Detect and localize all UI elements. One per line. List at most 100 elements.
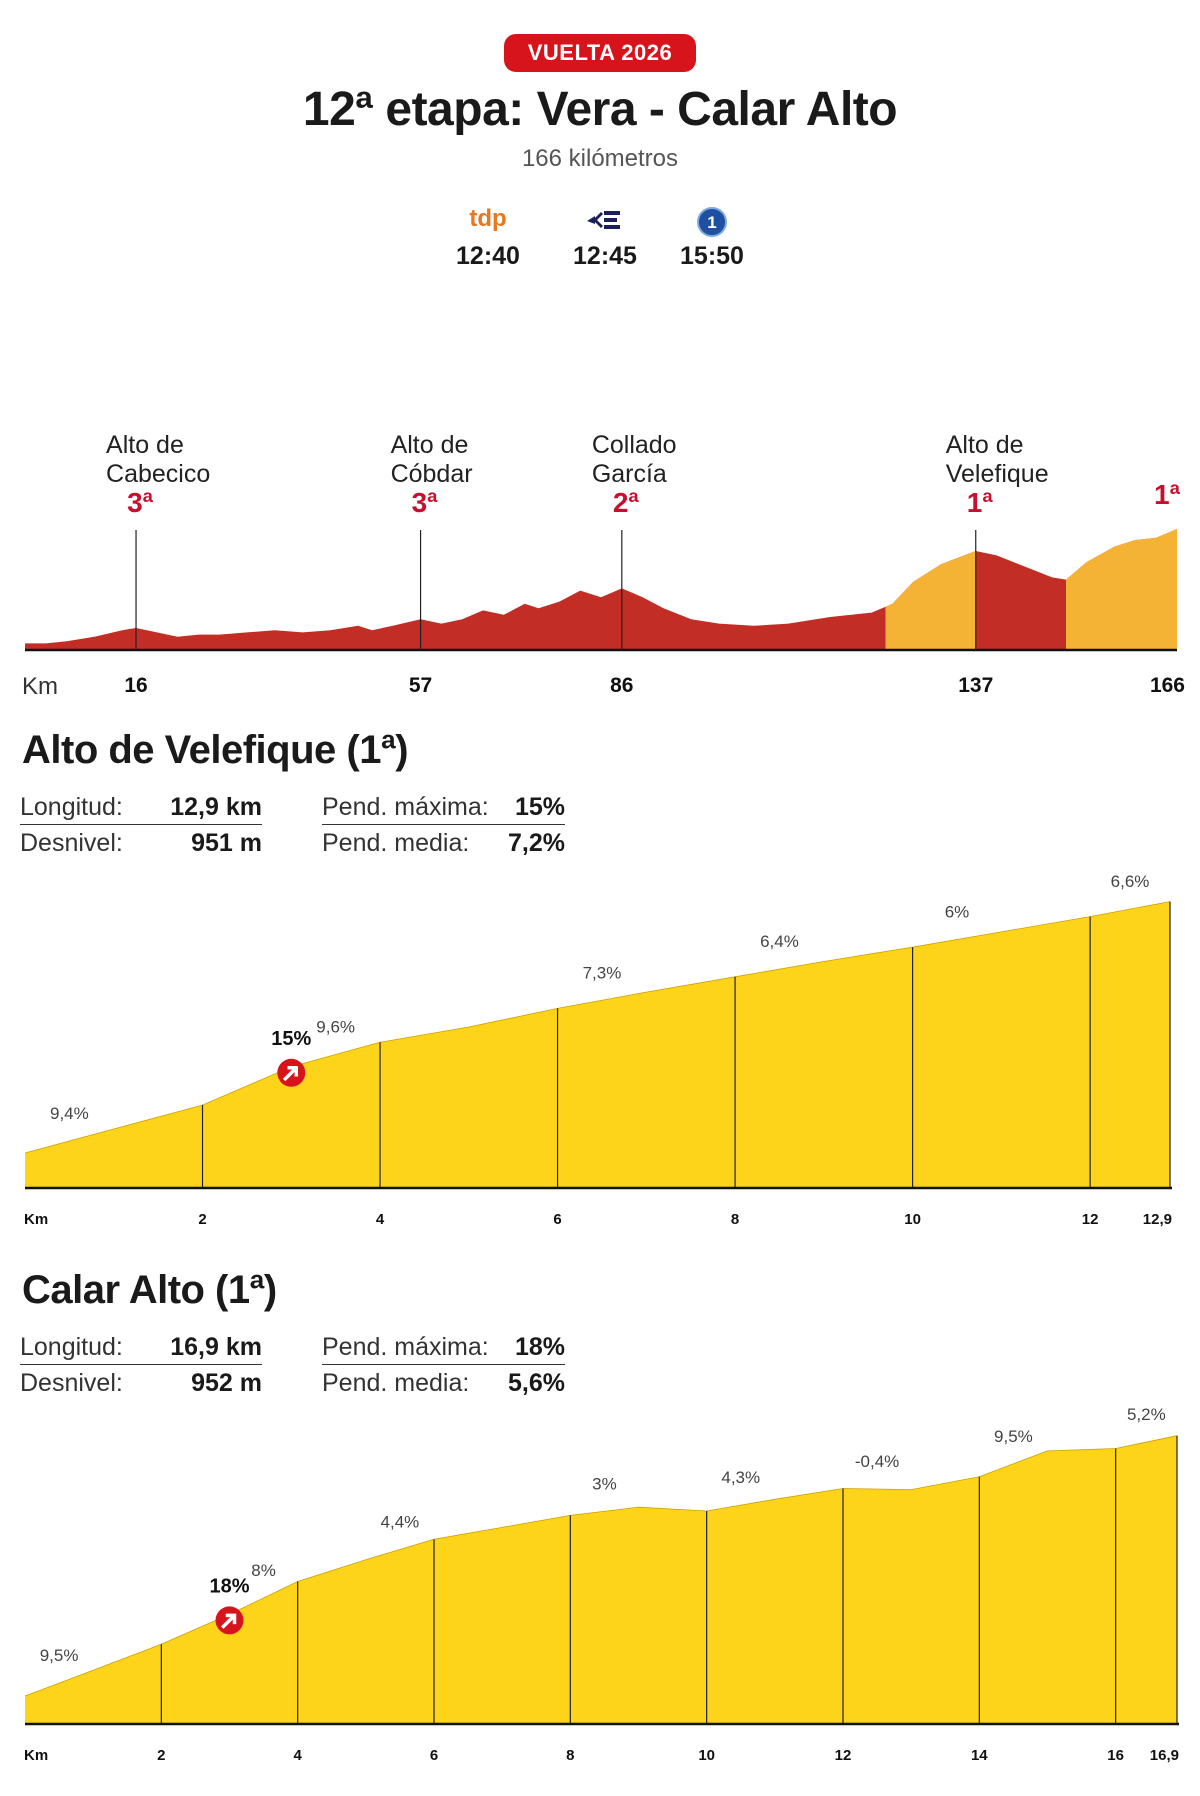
max-gradient-arrow-icon <box>221 1613 237 1629</box>
climb1-profile-chart: 9,4% 9,6% 7,3% 6,4% 6% 6,6% 15% Km 2 4 6 8 10 12 12,9 <box>24 872 1172 1228</box>
broadcast-time: 15:50 <box>680 242 744 270</box>
gain-value: 952 m <box>191 1369 262 1397</box>
gain-stat: Desnivel: 952 m <box>20 1366 262 1400</box>
gradient-label: 6% <box>945 903 970 922</box>
climb-category: 1ª <box>1154 479 1181 510</box>
stage-profile-area <box>25 529 1177 650</box>
climb-axis-label: Km <box>24 1211 48 1228</box>
max-gradient-stat: Pend. máxima: 15% <box>322 790 565 825</box>
gain-label: Desnivel: <box>20 1369 123 1397</box>
gradient-label: 4,4% <box>381 1513 420 1532</box>
avg-gradient-value: 7,2% <box>508 829 565 857</box>
climb-km-tick: 2 <box>157 1747 165 1764</box>
max-gradient-value: 15% <box>514 793 565 821</box>
climb-km-tick: 4 <box>376 1211 385 1228</box>
max-gradient-value: 18% <box>514 1333 565 1361</box>
climb-segment-calar-alto <box>1066 529 1177 650</box>
stage-km-tick: 137 <box>958 674 993 697</box>
gradient-label: 9,5% <box>40 1646 79 1665</box>
gradient-label: 9,6% <box>316 1018 355 1037</box>
la1-logo-text: 1 <box>707 213 716 232</box>
max-gradient-arrow-icon <box>282 1066 299 1082</box>
climb-category: 3ª <box>412 487 439 518</box>
header: VUELTA 2026 12ª etapa: Vera - Calar Alto… <box>0 0 1200 173</box>
length-value: 16,9 km <box>170 1333 262 1361</box>
gradient-label: 9,5% <box>994 1427 1033 1446</box>
broadcast-time: 12:40 <box>456 242 520 270</box>
climb2-title: Calar Alto (1ª) <box>22 1268 277 1312</box>
climb-km-tick: 16 <box>1107 1747 1124 1764</box>
climb-km-tick: 6 <box>430 1747 438 1764</box>
climb-category: 1ª <box>967 487 994 518</box>
broadcast-eurosport: 12:45 <box>535 204 675 271</box>
gradient-label: 8% <box>251 1561 276 1580</box>
stage-km-tick: 86 <box>610 674 633 697</box>
gradient-label: 7,3% <box>583 963 622 982</box>
gradient-label: 6,4% <box>760 932 799 951</box>
climb-km-tick: 12,9 <box>1143 1211 1172 1228</box>
stage-km-tick: 57 <box>409 674 432 697</box>
climb-name-line1: Alto de <box>946 431 1024 459</box>
climb-name-line2: García <box>592 460 667 488</box>
avg-gradient-label: Pend. media: <box>322 829 470 857</box>
climb-axis-label: Km <box>24 1747 48 1764</box>
climb-name-line2: Cabecico <box>106 460 210 488</box>
climb-name-line2: Velefique <box>946 460 1049 488</box>
climb-category: 2ª <box>613 487 640 518</box>
broadcast-time: 12:45 <box>573 242 637 270</box>
length-value: 12,9 km <box>170 793 262 821</box>
max-gradient-label: Pend. máxima: <box>322 1333 489 1361</box>
max-gradient-marker: 18% <box>209 1575 249 1597</box>
avg-gradient-label: Pend. media: <box>322 1369 470 1397</box>
length-stat: Longitud: 16,9 km <box>20 1330 262 1365</box>
gradient-label: 9,4% <box>50 1104 89 1123</box>
climb1-title: Alto de Velefique (1ª) <box>22 728 409 772</box>
gradient-label: 4,3% <box>721 1468 760 1487</box>
climb-km-tick: 10 <box>904 1211 921 1228</box>
avg-gradient-stat: Pend. media: 5,6% <box>322 1366 565 1400</box>
race-badge: VUELTA 2026 <box>503 34 697 72</box>
eurosport-logo-icon <box>535 204 675 234</box>
gradient-label: 5,2% <box>1127 1405 1166 1424</box>
gradient-label: 3% <box>592 1474 617 1493</box>
avg-gradient-value: 5,6% <box>508 1369 565 1397</box>
climb-km-tick: 8 <box>566 1747 574 1764</box>
gain-label: Desnivel: <box>20 829 123 857</box>
length-stat: Longitud: 12,9 km <box>20 790 262 825</box>
climb-name-line2: Cóbdar <box>391 460 473 488</box>
max-gradient-marker: 15% <box>271 1028 311 1050</box>
climb-km-tick: 10 <box>698 1747 715 1764</box>
page-title: 12ª etapa: Vera - Calar Alto <box>302 83 898 136</box>
stage-km-tick: 166 <box>1150 674 1185 697</box>
stage-distance: 166 kilómetros <box>521 145 679 172</box>
broadcast-la1: 1 15:50 <box>642 204 782 271</box>
broadcast-schedule: tdp 12:40 12:45 1 15:50 <box>0 204 1200 284</box>
climb-km-tick: 4 <box>293 1747 302 1764</box>
climb-km-tick: 14 <box>971 1747 988 1764</box>
climb-profile-area <box>25 901 1170 1188</box>
climb-km-tick: 12 <box>835 1747 852 1764</box>
climb-profile-area <box>25 1435 1177 1724</box>
climb2-profile-chart: 9,5% 8% 4,4% 3% 4,3% -0,4% 9,5% 5,2% 18% Km 2 4 6 8 10… <box>24 1405 1179 1764</box>
climb-km-tick: 12 <box>1082 1211 1099 1228</box>
stage-km-tick: 16 <box>124 674 147 697</box>
gradient-label: -0,4% <box>855 1452 899 1471</box>
climb-name-line1: Alto de <box>391 431 469 459</box>
length-label: Longitud: <box>20 793 123 821</box>
climb-profile-edge <box>24 901 1171 1154</box>
climb-name-line1: Alto de <box>106 431 184 459</box>
length-label: Longitud: <box>20 1333 123 1361</box>
stage-axis-label: Km <box>22 673 58 700</box>
gain-value: 951 m <box>191 829 262 857</box>
broadcast-tdp: tdp 12:40 <box>418 204 558 271</box>
climb-name-line1: Collado <box>592 431 677 459</box>
climb-segment-velefique <box>885 551 976 650</box>
max-gradient-label: Pend. máxima: <box>322 793 489 821</box>
climb-km-tick: 6 <box>553 1211 561 1228</box>
gain-stat: Desnivel: 951 m <box>20 826 262 860</box>
gradient-label: 6,6% <box>1111 872 1150 891</box>
avg-gradient-stat: Pend. media: 7,2% <box>322 826 565 860</box>
climb-km-tick: 8 <box>731 1211 739 1228</box>
max-gradient-stat: Pend. máxima: 18% <box>322 1330 565 1365</box>
